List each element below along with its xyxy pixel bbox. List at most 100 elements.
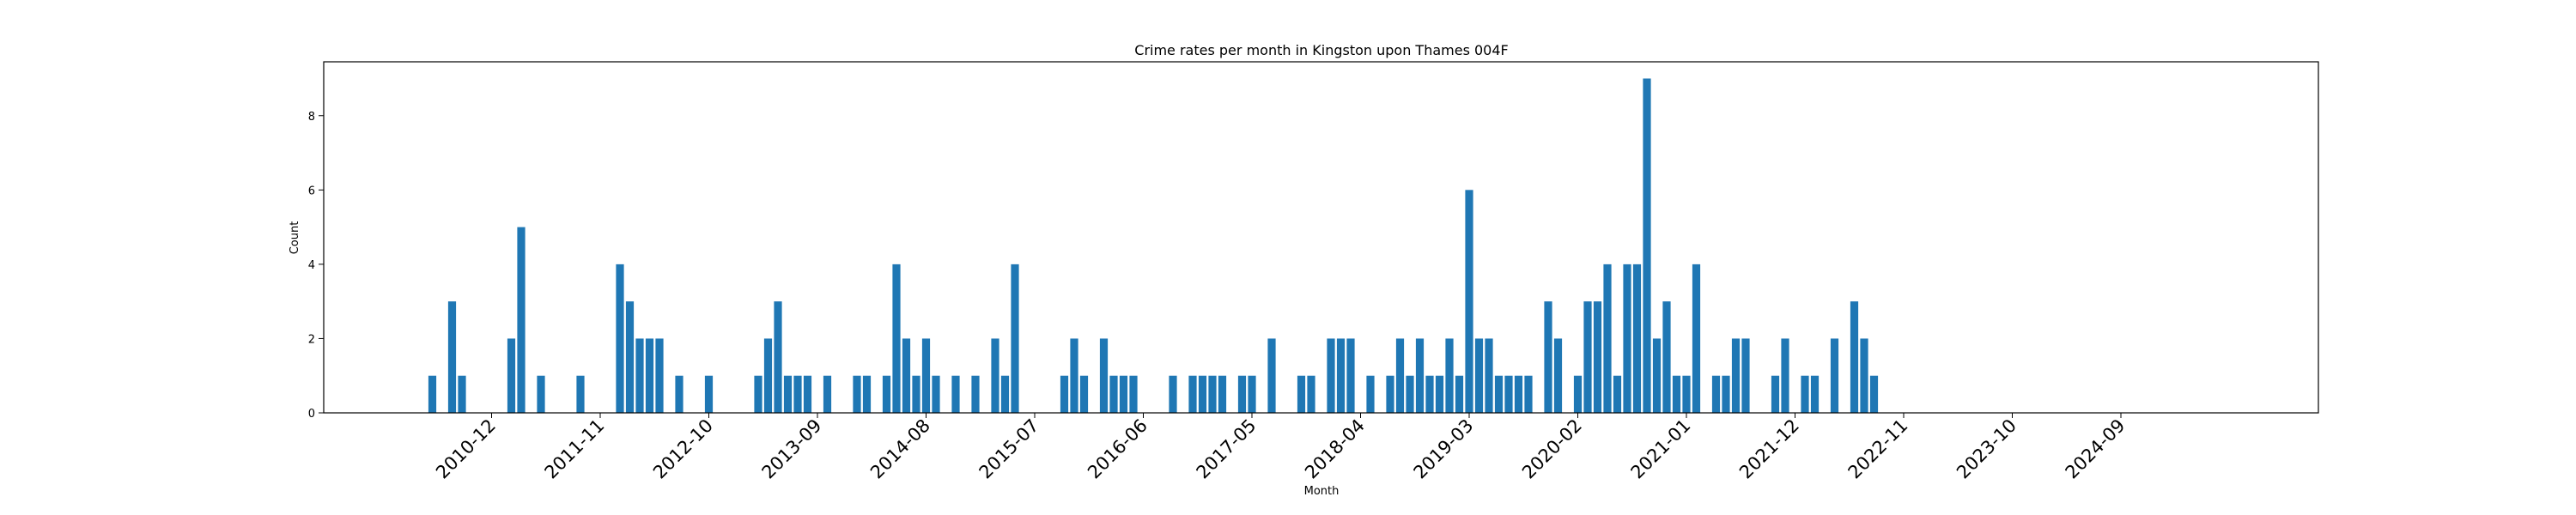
bar-2021-05 (1722, 375, 1730, 413)
bar-2016-05 (1129, 375, 1138, 413)
y-axis-label: Count (289, 221, 301, 255)
bar-2012-07 (675, 375, 683, 413)
bar-2012-04 (645, 338, 654, 413)
bar-2022-01 (1801, 375, 1809, 413)
bar-2016-02 (1099, 338, 1109, 413)
bar-2014-05 (892, 264, 901, 413)
bar-2010-08 (447, 301, 457, 413)
bar-2018-02 (1336, 338, 1346, 413)
bar-2017-02 (1218, 375, 1227, 413)
bar-2020-07 (1623, 264, 1631, 413)
bar-2018-08 (1395, 338, 1405, 413)
bar-2020-11 (1662, 301, 1671, 413)
bar-2010-06 (428, 375, 437, 413)
y-tick-label: 8 (308, 111, 315, 124)
bar-2017-11 (1307, 375, 1315, 413)
bar-2020-02 (1573, 375, 1583, 413)
bar-2018-10 (1415, 338, 1425, 413)
bar-2012-03 (635, 338, 644, 413)
bar-2015-03 (991, 338, 999, 413)
bar-2012-10 (704, 375, 714, 413)
bar-2016-09 (1169, 375, 1177, 413)
bar-2016-03 (1109, 375, 1118, 413)
bar-2015-10 (1060, 375, 1069, 413)
bar-2017-07 (1267, 338, 1276, 413)
bar-2011-05 (537, 375, 545, 413)
bar-2022-02 (1810, 375, 1820, 413)
bar-2020-05 (1603, 264, 1612, 413)
bar-2021-04 (1711, 375, 1721, 413)
bar-2010-09 (458, 375, 466, 413)
bar-2021-06 (1731, 338, 1741, 413)
bar-2013-10 (823, 375, 832, 413)
bar-2022-08 (1869, 375, 1879, 413)
bar-2020-03 (1583, 301, 1592, 413)
bar-2013-04 (763, 338, 773, 413)
chart-title: Crime rates per month in Kingston upon T… (1134, 42, 1508, 58)
x-tick-label: 2020-02 (1518, 415, 1586, 483)
x-tick-label: 2011-11 (541, 415, 609, 483)
bar-2018-03 (1346, 338, 1355, 413)
x-tick-label: 2023-10 (1953, 415, 2020, 483)
bar-2012-01 (616, 264, 624, 413)
bar-2013-03 (754, 375, 762, 413)
y-tick-label: 4 (308, 259, 315, 272)
bar-2021-11 (1781, 338, 1789, 413)
bar-2014-07 (912, 375, 920, 413)
bar-2019-02 (1455, 375, 1464, 413)
x-tick-label: 2017-05 (1193, 415, 1261, 483)
x-axis: 2010-12 2011-11 2012-10 2013-09 2014-08 2015-… (432, 413, 2129, 483)
bar-2013-05 (774, 301, 782, 413)
bar-2015-05 (1011, 264, 1019, 413)
bar-2015-11 (1070, 338, 1078, 413)
bar-2019-11 (1544, 301, 1552, 413)
bar-2021-07 (1741, 338, 1750, 413)
x-tick-label: 2019-03 (1410, 415, 1478, 483)
x-tick-label: 2013-09 (758, 415, 826, 483)
bar-2019-09 (1524, 375, 1533, 413)
x-tick-label: 2016-06 (1084, 415, 1151, 483)
bar-2014-02 (862, 375, 872, 413)
bar-2012-05 (655, 338, 664, 413)
bar-2013-06 (783, 375, 793, 413)
bar-2019-04 (1474, 338, 1484, 413)
bar-2020-04 (1593, 301, 1602, 413)
bar-2018-07 (1386, 375, 1394, 413)
bar-2019-12 (1553, 338, 1563, 413)
x-tick-label: 2022-11 (1844, 415, 1912, 483)
bar-2020-06 (1613, 375, 1622, 413)
bar-2011-09 (576, 375, 585, 413)
bar-2018-01 (1327, 338, 1335, 413)
bars-layer (428, 78, 1879, 413)
bar-2014-01 (853, 375, 861, 413)
bar-2014-09 (932, 375, 940, 413)
bar-2017-10 (1297, 375, 1306, 413)
bar-2022-04 (1830, 338, 1839, 413)
bar-2019-08 (1514, 375, 1523, 413)
bar-2017-04 (1237, 375, 1247, 413)
bar-2011-02 (507, 338, 516, 413)
bar-2012-02 (625, 301, 635, 413)
bar-2013-07 (793, 375, 802, 413)
bar-2014-08 (921, 338, 931, 413)
bar-2015-12 (1079, 375, 1089, 413)
bar-2021-02 (1692, 264, 1701, 413)
y-tick-label: 6 (308, 185, 315, 197)
bar-2021-01 (1682, 375, 1691, 413)
bar-2016-11 (1188, 375, 1197, 413)
y-axis: 0 2 4 6 8 (308, 111, 324, 421)
bar-2021-10 (1771, 375, 1780, 413)
x-tick-label: 2024-09 (2062, 415, 2129, 483)
bar-2022-06 (1850, 301, 1859, 413)
bar-2020-10 (1652, 338, 1662, 413)
bar-2019-07 (1504, 375, 1513, 413)
bar-2013-08 (803, 375, 812, 413)
bar-2016-04 (1119, 375, 1128, 413)
x-tick-label: 2012-10 (649, 415, 717, 483)
bar-2020-08 (1632, 264, 1642, 413)
bar-2014-11 (951, 375, 960, 413)
bar-2015-01 (971, 375, 980, 413)
bar-2019-03 (1465, 190, 1473, 413)
bar-2018-09 (1406, 375, 1414, 413)
